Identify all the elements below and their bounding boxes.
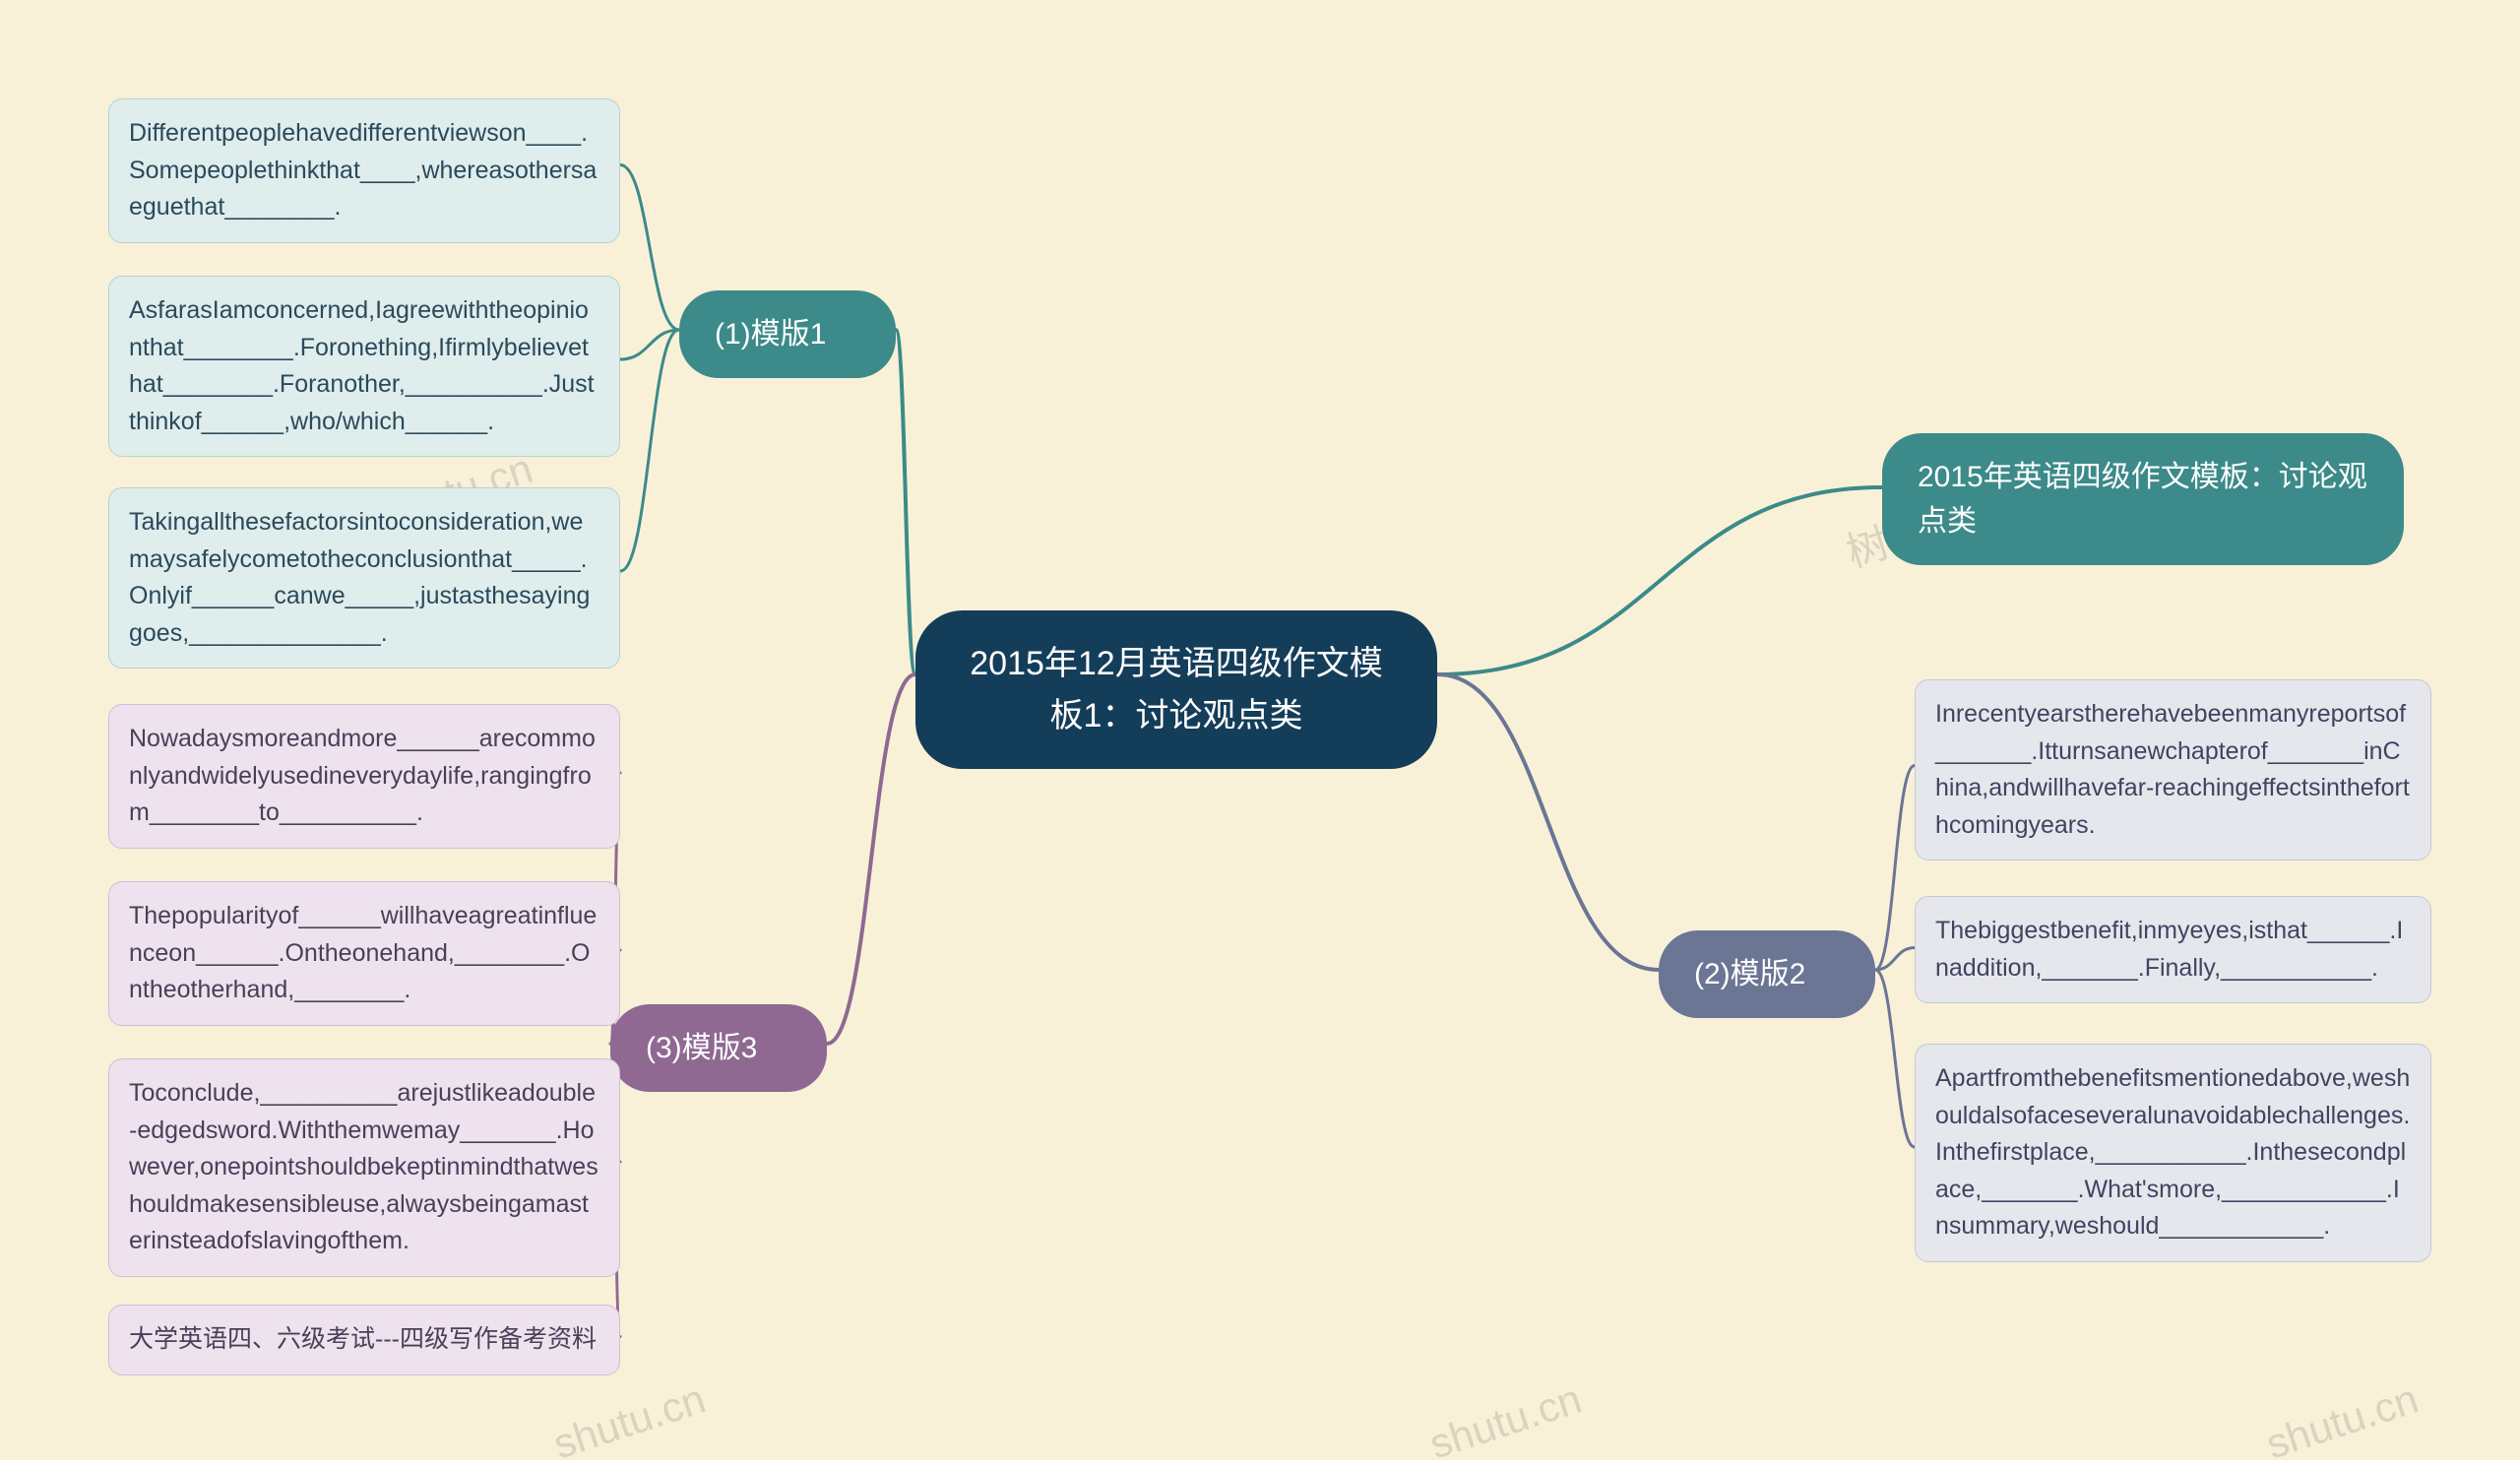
branch-label: 2015年英语四级作文模板：讨论观点类 [1918, 461, 2367, 538]
watermark: shutu.cn [547, 1375, 711, 1468]
branch-node-b1[interactable]: (1)模版1 [679, 290, 896, 378]
leaf-node[interactable]: 大学英语四、六级考试---四级写作备考资料 [108, 1305, 620, 1375]
leaf-text: Thebiggestbenefit,inmyeyes,isthat______.… [1935, 917, 2403, 982]
branch-node-b2[interactable]: (2)模版2 [1659, 930, 1875, 1018]
leaf-node[interactable]: Apartfromthebenefitsmentionedabove,wesho… [1915, 1044, 2431, 1262]
leaf-node[interactable]: AsfarasIamconcerned,Iagreewiththeopinion… [108, 276, 620, 457]
branch-node-b0[interactable]: 2015年英语四级作文模板：讨论观点类 [1882, 433, 2404, 565]
leaf-text: Takingallthesefactorsintoconsideration,w… [129, 508, 590, 647]
leaf-text: Apartfromthebenefitsmentionedabove,wesho… [1935, 1064, 2410, 1240]
leaf-node[interactable]: Thepopularityof______willhaveagreatinflu… [108, 881, 620, 1026]
leaf-node[interactable]: Toconclude,__________arejustlikeadouble-… [108, 1058, 620, 1277]
leaf-text: AsfarasIamconcerned,Iagreewiththeopinion… [129, 296, 595, 435]
root-label: 2015年12月英语四级作文模板1：讨论观点类 [970, 645, 1382, 734]
branch-label: (3)模版3 [646, 1032, 757, 1064]
leaf-node[interactable]: Thebiggestbenefit,inmyeyes,isthat______.… [1915, 896, 2431, 1003]
branch-label: (1)模版1 [715, 318, 826, 351]
branch-label: (2)模版2 [1694, 958, 1805, 990]
leaf-text: Inrecentyearstherehavebeenmanyreportsof_… [1935, 700, 2410, 839]
leaf-node[interactable]: Differentpeoplehavedifferentviewson____.… [108, 98, 620, 243]
leaf-text: 大学英语四、六级考试---四级写作备考资料 [129, 1325, 597, 1353]
root-node[interactable]: 2015年12月英语四级作文模板1：讨论观点类 [915, 610, 1437, 769]
watermark: shutu.cn [2260, 1375, 2424, 1468]
watermark: shutu.cn [1423, 1375, 1587, 1468]
leaf-text: Thepopularityof______willhaveagreatinflu… [129, 902, 597, 1003]
leaf-node[interactable]: Takingallthesefactorsintoconsideration,w… [108, 487, 620, 669]
branch-node-b3[interactable]: (3)模版3 [610, 1004, 827, 1092]
mindmap-canvas: 树图 shutu.cn树图 shutu.cnshutu.cnshutu.cnsh… [0, 0, 2520, 1460]
leaf-text: Differentpeoplehavedifferentviewson____.… [129, 119, 597, 221]
leaf-node[interactable]: Nowadaysmoreandmore______arecommonlyandw… [108, 704, 620, 849]
leaf-text: Toconclude,__________arejustlikeadouble-… [129, 1079, 598, 1254]
leaf-text: Nowadaysmoreandmore______arecommonlyandw… [129, 725, 596, 826]
leaf-node[interactable]: Inrecentyearstherehavebeenmanyreportsof_… [1915, 679, 2431, 861]
